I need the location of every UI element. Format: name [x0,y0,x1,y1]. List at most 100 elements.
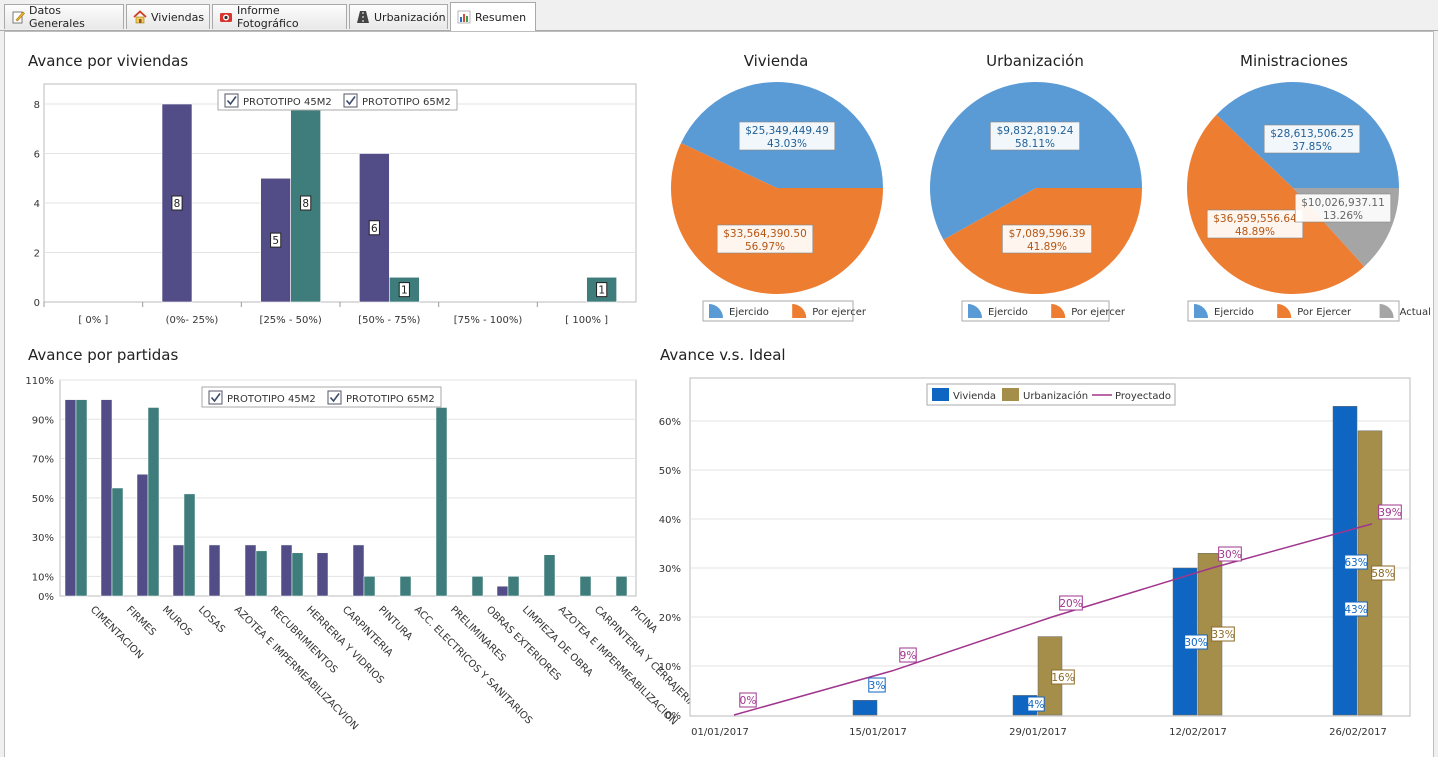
line-data-label: 20% [1059,598,1082,610]
slice-label-box [1206,209,1304,239]
tab-urbanizacion[interactable]: Urbanización [349,4,448,29]
x-tick-label: (0%- 25%) [166,315,219,326]
bar [543,554,556,597]
slice-percent-label: 43.03% [767,138,807,150]
tab-datos-generales[interactable]: Datos Generales [4,4,124,30]
tab-label: Resumen [475,10,527,24]
legend [1187,300,1400,322]
bar [183,493,196,597]
line-data-label-box [739,692,757,708]
bar-data-label: 43% [1344,604,1367,616]
y-tick-label: 90% [32,415,54,426]
slice-amount-label: $10,026,937.11 [1301,197,1385,209]
y-tick-label: 50% [32,494,54,505]
slice-amount-label: $25,349,449.49 [745,125,829,137]
y-tick-label: 110% [25,376,54,387]
bar-data-label-box [171,195,183,211]
tab-viviendas[interactable]: Viviendas [126,4,210,29]
bar [471,576,484,597]
bar [147,407,160,597]
tab-label: Viviendas [151,10,205,24]
slice-label-box [738,121,836,151]
bar-data-label-box [1051,669,1075,685]
legend-swatch [968,304,982,318]
slice-percent-label: 13.26% [1323,210,1363,222]
y-tick-label: 0 [34,298,40,309]
bar [280,544,293,597]
bar-data-label-box [1344,554,1368,570]
x-tick-label: RECUBRIMIENTOS [268,604,339,675]
x-tick-label: LOSAS [196,604,227,635]
slice-label-box [990,121,1080,151]
bar-data-label-box [1184,634,1208,650]
legend-swatch [932,388,949,401]
legend-item-checkbox [208,390,223,405]
bar [615,576,628,597]
bar [244,544,257,597]
legend [961,300,1110,322]
bar-data-label: 8 [302,198,309,210]
bar-data-label: 1 [598,285,605,297]
tab-bar: Datos Generales Viviendas Informe Fotogr… [0,0,1438,31]
legend-item: Urbanización [1023,390,1088,402]
bar [435,407,448,597]
y-tick-label: 10% [32,572,54,583]
legend-item: Por ejercer [812,307,867,318]
slice-percent-label: 56.97% [745,241,785,253]
bar-data-label-box [868,677,886,693]
legend-item-checkbox [343,93,358,108]
legend-item: Vivienda [953,391,996,402]
legend [201,386,442,408]
x-tick-label: LIMPIEZA DE OBRA [520,604,595,679]
proyectado-line [733,523,1373,716]
y-tick-label: 6 [34,150,40,161]
legend-item: Ejercido [1214,307,1254,318]
bar-data-label: 1 [401,285,408,297]
slice-percent-label: 41.89% [1027,241,1067,253]
bar-data-label: 30% [1184,637,1207,649]
bar [100,399,113,597]
bar [852,700,878,716]
bar-data-label: 3% [869,680,886,692]
tab-informe-fotografico[interactable]: Informe Fotográfico [212,4,347,30]
line-data-label-box [1059,595,1083,611]
road-icon [356,10,370,24]
chart-title: Ministraciones [1240,52,1348,70]
bar [136,474,149,597]
slice-label-box [716,224,814,254]
x-tick-label: [ 100% ] [565,315,608,326]
line-data-label-box [1218,546,1242,562]
legend-item-label: PROTOTIPO 45M2 [243,97,332,108]
chart-title: Vivienda [744,52,809,70]
y-tick-label: 0% [665,711,681,722]
x-tick-label: FIRMES [124,604,158,638]
bar [363,576,376,597]
plot-area [43,83,637,303]
slice-amount-label: $36,959,556.64 [1213,213,1297,225]
chart-title: Urbanización [986,52,1084,70]
slice-percent-label: 37.85% [1292,141,1332,153]
tab-resumen[interactable]: Resumen [450,2,536,31]
bar-data-label-box [1371,565,1395,581]
legend [926,383,1176,406]
bar [291,552,304,597]
x-tick-label: 12/02/2017 [1169,727,1227,738]
bar [316,552,329,597]
legend-swatch [1194,304,1208,318]
house-icon [133,10,147,24]
chart-avance-viviendas: Avance por viviendas 0 2 4 6 8 [ 0% ] (0%- 25%… [28,52,637,326]
legend-item: Actual [1400,307,1431,318]
x-tick-label: [50% - 75%) [358,315,420,326]
bar-data-label: 6 [371,223,378,235]
bar [64,399,77,597]
legend-item: Ejercido [729,307,769,318]
y-tick-label: 30% [659,564,681,575]
legend-item-label: PROTOTIPO 45M2 [227,394,316,405]
bar-data-label-box [1211,626,1235,642]
legend-swatch [1002,388,1019,401]
y-tick-label: 30% [32,533,54,544]
y-tick-label: 4 [34,199,40,210]
y-tick-label: 70% [32,455,54,466]
legend-swatch [709,304,723,318]
